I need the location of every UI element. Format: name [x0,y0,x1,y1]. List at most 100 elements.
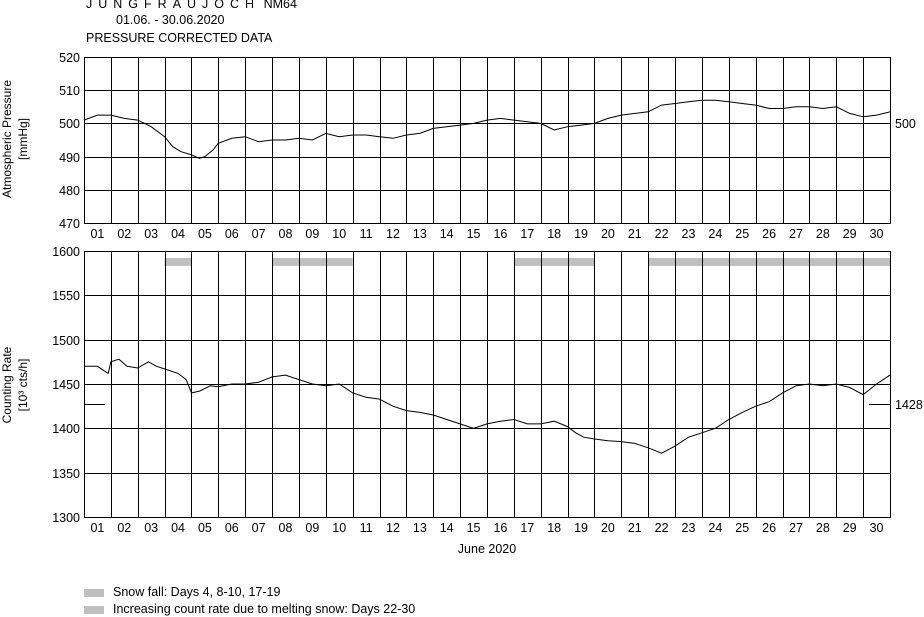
x-tick-label: 02 [117,227,131,241]
x-tick-label: 02 [117,521,131,535]
reference-label: 500 [895,117,916,131]
x-tick-label: 09 [305,521,319,535]
snow-bar [272,258,353,266]
pressure-reference: 500 [895,117,916,131]
y-tick-label: 1600 [52,245,80,259]
count-grid [84,251,890,517]
pressure-series-line [83,99,891,159]
x-tick-label: 21 [628,227,642,241]
pressure-y-axis-label: Atmospheric Pressure [0,80,14,198]
x-tick-label: 26 [762,227,776,241]
x-tick-label: 24 [708,227,722,241]
x-tick-label: 06 [225,521,239,535]
snow-bars [164,258,890,266]
x-tick-label: 23 [682,227,696,241]
snow-bar [513,258,595,266]
x-tick-label: 04 [171,227,185,241]
x-tick-label: 26 [762,521,776,535]
legend-snow-fall: Snow fall: Days 4, 8-10, 17-19 [113,585,281,599]
y-tick-label: 1350 [52,467,80,481]
x-tick-label: 08 [279,521,293,535]
y-tick-label: 500 [59,117,80,131]
x-tick-label: 22 [655,227,669,241]
x-tick-label: 22 [655,521,669,535]
x-tick-label: 23 [682,521,696,535]
x-tick-label: 01 [90,227,104,241]
y-tick-label: 480 [59,184,80,198]
x-tick-label: 15 [467,521,481,535]
x-tick-label: 10 [332,521,346,535]
x-tick-label: 18 [547,227,561,241]
pressure-plot-frame [84,57,891,224]
x-tick-label: 12 [386,227,400,241]
y-tick-label: 1500 [52,334,80,348]
x-tick-label: 17 [520,521,534,535]
x-tick-label: 08 [279,227,293,241]
x-tick-label: 28 [816,227,830,241]
pressure-x-ticks: 01 02 03 04 05 06 07 08 09 10 11 12 13 14 15 16 17 18 19 20… [90,227,883,241]
x-tick-label: 11 [360,227,373,241]
count-x-ticks: 01 02 03 04 05 06 07 08 09 10 11 12 13 14 15 16 17 18 19 20… [90,521,883,535]
x-tick-label: 17 [520,227,534,241]
monitor-type: NM64 [263,0,297,11]
x-tick-label: 19 [574,227,588,241]
snow-bar [648,258,890,266]
x-tick-label: 19 [574,521,588,535]
x-tick-label: 20 [601,227,615,241]
y-tick-label: 520 [59,51,80,65]
x-tick-label: 16 [493,227,507,241]
date-range: 01.06. - 30.06.2020 [116,13,225,27]
x-tick-label: 05 [198,521,212,535]
x-tick-label: 25 [735,521,749,535]
x-tick-label: 04 [171,521,185,535]
x-tick-label: 13 [413,227,427,241]
x-tick-label: 03 [144,227,158,241]
x-tick-label: 01 [90,521,104,535]
x-tick-label: 18 [547,521,561,535]
x-tick-label: 16 [493,521,507,535]
x-tick-label: 28 [816,521,830,535]
y-tick-label: 1450 [52,378,80,392]
count-y-axis-label: Counting Rate [0,346,14,423]
pressure-panel: 470 480 490 500 510 520 01 02 03 04 05 06 07 08 09 10 1… [0,51,916,241]
pressure-grid [84,57,890,223]
pressure-y-ticks: 470 480 490 500 510 520 [59,51,80,231]
y-tick-label: 510 [59,84,80,98]
x-tick-label: 27 [789,521,803,535]
snow-bar [164,258,192,266]
y-tick-label: 470 [59,217,80,231]
y-tick-label: 1550 [52,289,80,303]
x-tick-label: 30 [870,227,884,241]
y-tick-label: 1400 [52,422,80,436]
x-tick-label: 07 [252,227,266,241]
x-tick-label: 29 [843,227,857,241]
x-tick-label: 13 [413,521,427,535]
x-tick-label: 30 [870,521,884,535]
x-tick-label: 24 [708,521,722,535]
x-tick-label: 20 [601,521,615,535]
count-y-axis-unit: [10³ cts/h] [16,359,30,412]
station-name: JUNGFRAUJOCH [86,0,261,11]
melting-snow-swatch [84,606,104,614]
y-tick-label: 490 [59,151,80,165]
pressure-y-axis-unit: [mmHg] [16,118,30,160]
x-axis-label: June 2020 [458,542,516,556]
x-tick-label: 14 [440,227,454,241]
count-y-ticks: 1300 1350 1400 1450 1500 1550 1600 [52,245,80,525]
count-series-line [84,358,891,454]
x-tick-label: 21 [628,521,642,535]
x-tick-label: 09 [305,227,319,241]
x-tick-label: 25 [735,227,749,241]
station-title: JUNGFRAUJOCH NM64 [86,0,297,11]
reference-label: 1428 [895,398,923,412]
count-plot-frame [84,251,891,518]
x-tick-label: 06 [225,227,239,241]
x-tick-label: 12 [386,521,400,535]
x-tick-label: 03 [144,521,158,535]
count-reference: 1428 [84,398,923,412]
x-tick-label: 29 [843,521,857,535]
x-tick-label: 14 [440,521,454,535]
snow-fall-swatch [84,589,104,597]
x-tick-label: 27 [789,227,803,241]
